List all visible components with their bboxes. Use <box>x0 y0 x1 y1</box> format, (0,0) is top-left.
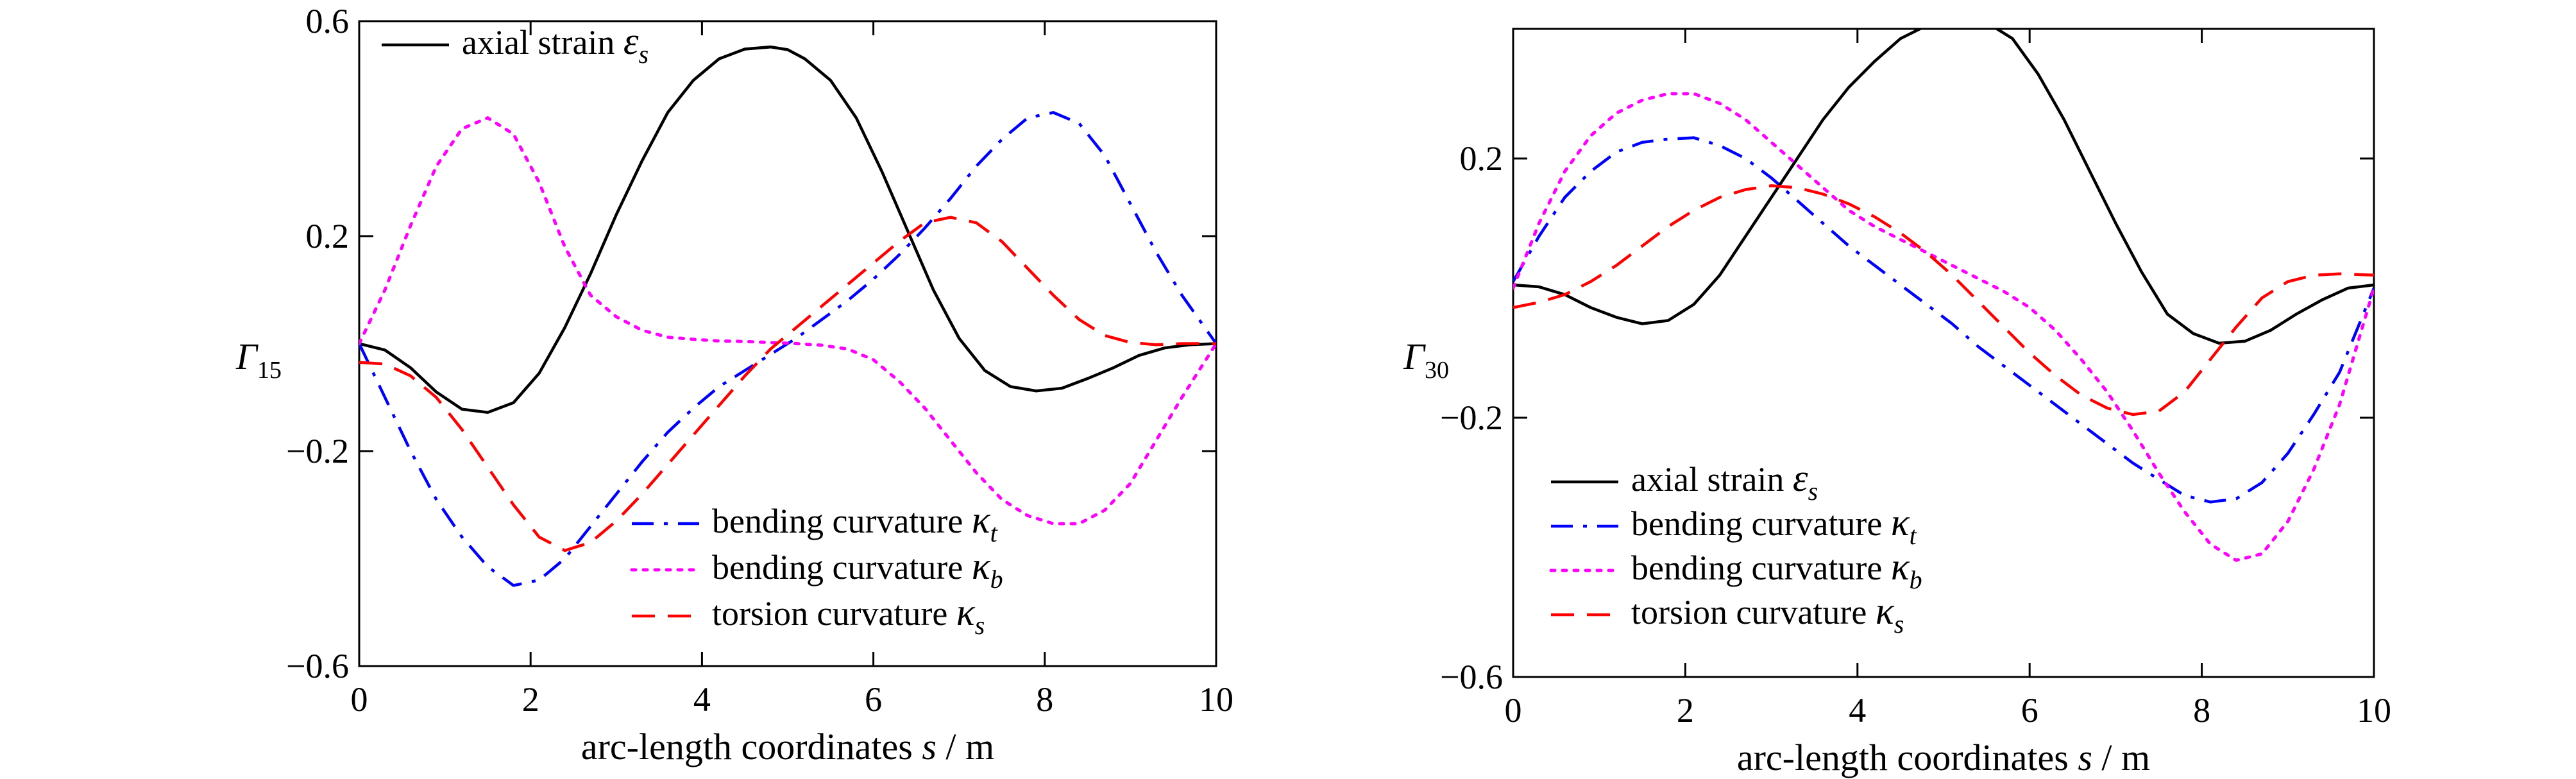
x-tick-label: 0 <box>1505 691 1522 730</box>
y-axis-label: Γ15 <box>235 336 282 384</box>
legend-entry: bending curvature κb <box>630 545 1003 594</box>
series-line-t-dashdot <box>359 111 1216 587</box>
legend-entry: torsion curvature κs <box>1551 590 1904 638</box>
legend-entry: bending curvature κb <box>1549 545 1922 594</box>
x-tick-label: 0 <box>351 680 368 719</box>
y-tick-label: 0.2 <box>306 217 350 255</box>
x-tick-label: 2 <box>1677 691 1694 730</box>
legend-entry: axial strain εs <box>1551 457 1818 506</box>
x-tick-label: 10 <box>1199 680 1233 719</box>
y-tick-label: −0.2 <box>1440 398 1503 437</box>
y-tick-label: 0.2 <box>1460 139 1504 178</box>
series-line-t-dashdot <box>1513 136 2374 504</box>
legend-label: bending curvature κt <box>1631 501 1917 550</box>
x-tick-label: 2 <box>522 680 539 719</box>
y-axis-label: Γ30 <box>1403 336 1449 384</box>
legend-label: bending curvature κt <box>712 499 998 547</box>
series-line-s-dashed <box>1513 184 2374 416</box>
plot-area-frame <box>1512 28 2375 678</box>
series-line-b-dotted <box>359 116 1216 526</box>
legend-entry: bending curvature κt <box>632 499 998 547</box>
legend-entry: torsion curvature κs <box>632 591 985 640</box>
x-tick-label: 4 <box>693 680 711 719</box>
legend-label: bending curvature κb <box>712 545 1003 594</box>
legend-label: torsion curvature κs <box>712 591 985 640</box>
series-line-s-solid <box>1513 29 2374 345</box>
legend-entry: axial strain εs <box>382 20 648 69</box>
x-axis-title: arc-length coordinates s / m <box>1737 737 2150 778</box>
series-line-s-solid <box>359 45 1216 415</box>
legend-entry: bending curvature κt <box>1551 501 1917 550</box>
y-tick-label: −0.6 <box>286 647 349 685</box>
y-tick-label: −0.6 <box>1440 658 1503 696</box>
legend-label: axial strain εs <box>462 20 648 69</box>
chart-panel-right: 0 2 4 6 8 10 −0.6 −0.2 0.2 arc-length coordinates… <box>1403 28 2391 778</box>
legend-label: axial strain εs <box>1631 457 1818 506</box>
x-tick-label: 6 <box>2021 691 2038 730</box>
x-tick-label: 6 <box>865 680 882 719</box>
chart-panel-left: 0 2 4 6 8 10 −0.6 −0.2 0.2 0.6 arc-length coordina… <box>235 2 1233 767</box>
x-tick-label: 4 <box>1849 691 1866 730</box>
legend-label: bending curvature κb <box>1631 545 1922 594</box>
x-axis-title: arc-length coordinates s / m <box>581 726 994 767</box>
series-line-s-dashed <box>359 216 1216 552</box>
x-tick-label: 10 <box>2357 691 2391 730</box>
x-tick-label: 8 <box>1036 680 1053 719</box>
legend-label: torsion curvature κs <box>1631 590 1904 638</box>
y-tick-label: −0.2 <box>286 432 349 470</box>
x-tick-label: 8 <box>2193 691 2210 730</box>
y-tick-label: 0.6 <box>306 2 350 40</box>
